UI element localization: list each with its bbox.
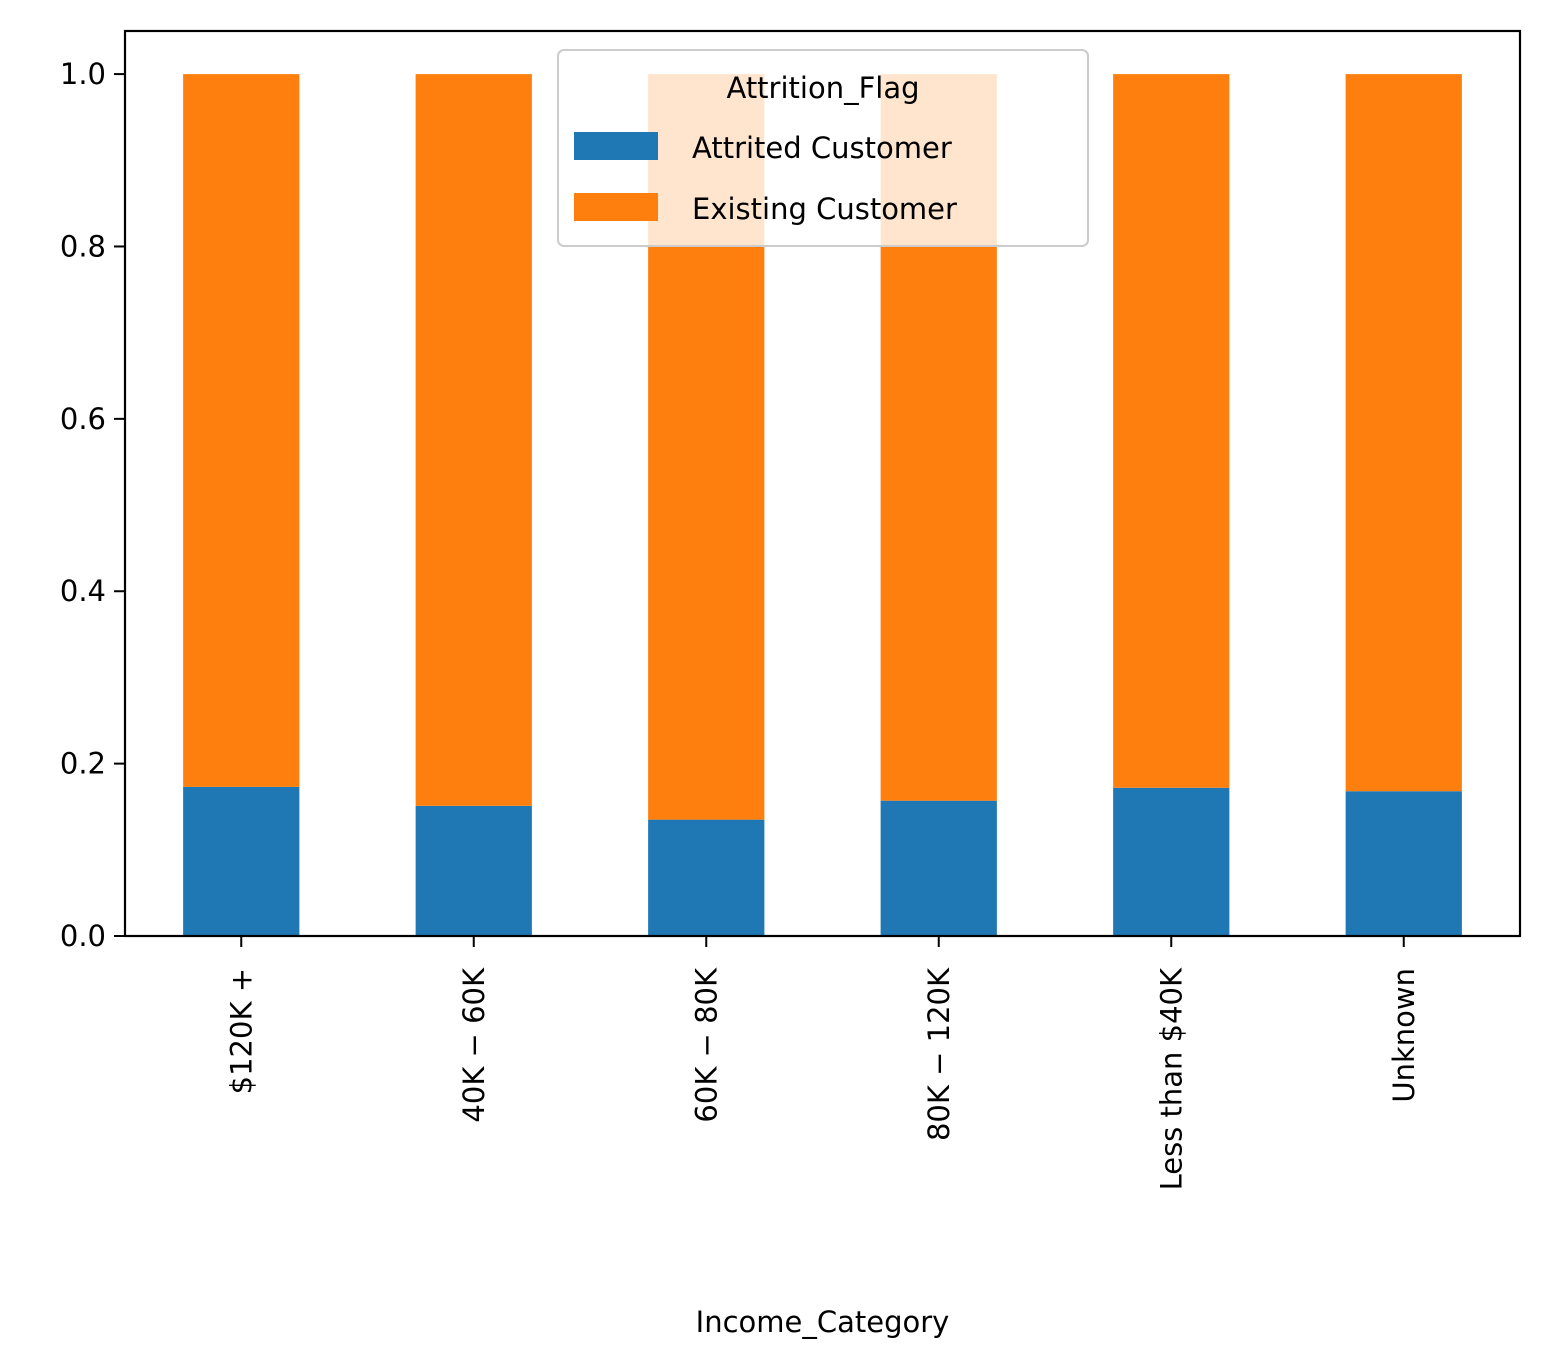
- legend-swatch-attrited: [574, 132, 658, 160]
- bar-existing-4: [1113, 74, 1230, 788]
- bar-existing-5: [1345, 74, 1462, 792]
- bar-attrited-2: [648, 819, 765, 936]
- x-tick-label: 40K − 60K: [457, 967, 491, 1123]
- x-axis: $120K + 40K − 60K 60K − 80K 80K − 120K Less …: [224, 936, 1421, 1190]
- bar-attrited-1: [415, 805, 532, 936]
- bar-attrited-3: [880, 800, 997, 936]
- y-tick-label: 0.6: [60, 402, 106, 436]
- legend-box: [557, 49, 1089, 247]
- x-axis-label: Income_Category: [696, 1305, 950, 1339]
- x-tick-label: Less than $40K: [1154, 967, 1188, 1190]
- bar-attrited-0: [183, 786, 300, 936]
- x-tick-label: $120K +: [224, 968, 258, 1094]
- x-tick-label: 60K − 80K: [689, 967, 723, 1123]
- y-tick-label: 0.0: [60, 919, 106, 953]
- legend-title: Attrition_Flag: [726, 71, 919, 105]
- bar-existing-1: [415, 74, 532, 806]
- bar-attrited-5: [1345, 791, 1462, 936]
- x-tick-label: Unknown: [1387, 968, 1421, 1103]
- y-tick-label: 0.4: [60, 574, 106, 608]
- y-tick-label: 0.8: [60, 229, 106, 263]
- y-tick-label: 0.2: [60, 747, 106, 781]
- legend: Attrition_Flag Attrited Customer Existin…: [557, 49, 1089, 247]
- y-tick-label: 1.0: [60, 57, 106, 91]
- y-axis: 0.0 0.2 0.4 0.6 0.8 1.0: [60, 57, 125, 953]
- x-tick-label: 80K − 120K: [922, 967, 956, 1141]
- bars-layer: [183, 74, 1462, 936]
- bar-attrited-4: [1113, 787, 1230, 936]
- legend-swatch-existing: [574, 193, 658, 221]
- legend-label-attrited: Attrited Customer: [692, 131, 952, 165]
- plot-frame: [123, 29, 1522, 938]
- legend-label-existing: Existing Customer: [692, 192, 957, 226]
- bar-existing-0: [183, 74, 300, 787]
